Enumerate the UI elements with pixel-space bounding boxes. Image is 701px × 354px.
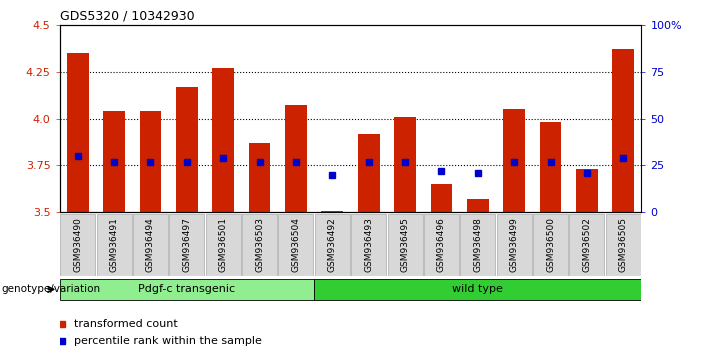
FancyBboxPatch shape: [569, 214, 604, 276]
Text: GSM936504: GSM936504: [292, 217, 301, 272]
FancyBboxPatch shape: [533, 214, 568, 276]
Bar: [613, 49, 634, 212]
Text: GSM936500: GSM936500: [546, 217, 555, 272]
Bar: [321, 211, 343, 212]
Text: Pdgf-c transgenic: Pdgf-c transgenic: [138, 284, 236, 295]
Bar: [285, 105, 307, 212]
Text: GSM936490: GSM936490: [74, 217, 82, 272]
FancyBboxPatch shape: [606, 214, 641, 276]
FancyBboxPatch shape: [60, 214, 95, 276]
Text: wild type: wild type: [452, 284, 503, 295]
Text: GSM936496: GSM936496: [437, 217, 446, 272]
Bar: [540, 122, 562, 212]
FancyBboxPatch shape: [170, 214, 204, 276]
Text: GSM936505: GSM936505: [619, 217, 627, 272]
Bar: [249, 143, 271, 212]
Text: GSM936503: GSM936503: [255, 217, 264, 272]
Bar: [67, 53, 88, 212]
Text: percentile rank within the sample: percentile rank within the sample: [74, 336, 262, 346]
Bar: [467, 199, 489, 212]
Text: genotype/variation: genotype/variation: [1, 284, 100, 295]
Text: GSM936491: GSM936491: [109, 217, 118, 272]
FancyBboxPatch shape: [351, 214, 386, 276]
FancyBboxPatch shape: [206, 214, 240, 276]
Text: GSM936502: GSM936502: [583, 217, 592, 272]
FancyBboxPatch shape: [497, 214, 531, 276]
Bar: [176, 87, 198, 212]
Text: GSM936499: GSM936499: [510, 217, 519, 272]
FancyBboxPatch shape: [461, 214, 495, 276]
Bar: [103, 111, 125, 212]
Bar: [576, 169, 598, 212]
Bar: [212, 68, 234, 212]
Bar: [430, 184, 452, 212]
FancyBboxPatch shape: [314, 279, 641, 300]
Text: GDS5320 / 10342930: GDS5320 / 10342930: [60, 9, 194, 22]
Text: GSM936494: GSM936494: [146, 217, 155, 272]
FancyBboxPatch shape: [242, 214, 277, 276]
Bar: [503, 109, 525, 212]
FancyBboxPatch shape: [133, 214, 168, 276]
FancyBboxPatch shape: [424, 214, 459, 276]
Text: GSM936497: GSM936497: [182, 217, 191, 272]
Text: GSM936493: GSM936493: [365, 217, 373, 272]
Text: GSM936492: GSM936492: [328, 217, 336, 272]
Bar: [358, 133, 380, 212]
Bar: [139, 111, 161, 212]
Text: GSM936495: GSM936495: [400, 217, 409, 272]
Text: GSM936498: GSM936498: [473, 217, 482, 272]
FancyBboxPatch shape: [60, 279, 314, 300]
FancyBboxPatch shape: [388, 214, 423, 276]
FancyBboxPatch shape: [278, 214, 313, 276]
Text: transformed count: transformed count: [74, 319, 178, 329]
Text: GSM936501: GSM936501: [219, 217, 228, 272]
FancyBboxPatch shape: [315, 214, 350, 276]
FancyBboxPatch shape: [97, 214, 132, 276]
Bar: [394, 117, 416, 212]
